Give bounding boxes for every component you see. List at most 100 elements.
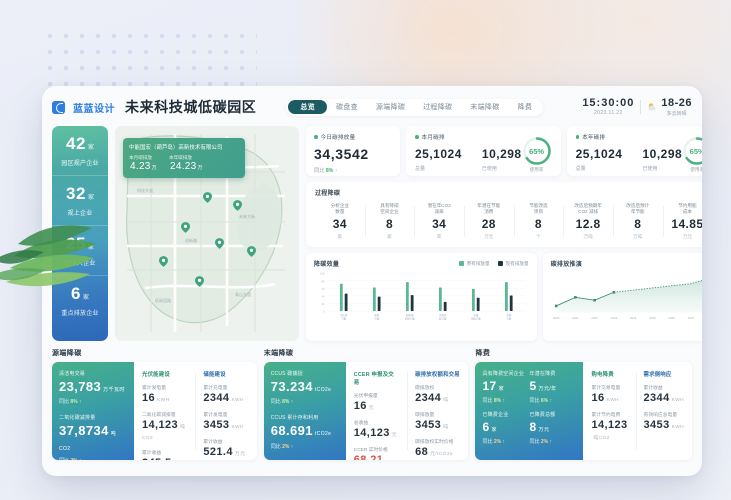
map-marker[interactable] [181, 222, 190, 233]
metric-value: 3453 KWH [643, 419, 684, 431]
svg-text:60: 60 [322, 287, 326, 291]
svg-text:系统节能: 系统节能 [405, 316, 415, 320]
process-metric-item: 潜在年CO2 减排 34 家 [414, 203, 464, 240]
hero-compare-value: 2% [282, 443, 290, 450]
hero-value: 68.691 tCO2e [270, 423, 332, 439]
tooltip-month-value: 4.23 [130, 161, 151, 172]
metric-unit: KWH [606, 398, 619, 403]
stat-unit: 家 [82, 295, 89, 301]
section-reduction: 源端降碳 清洁电交易 23,783 万千瓦时 同比 8% ↑ 二氧化碳减排量 37,8734… [52, 348, 257, 460]
park-map[interactable]: 科技大道 创新路 未来大街 低碳园路 青山大道 中能国宏（葫芦岛）高新技术有限公… [115, 126, 299, 341]
metric-value: 2344 吨 [415, 392, 449, 404]
trend-chart-canvas: 202020212022202320242025202620272028 [553, 279, 702, 320]
metric-label: 累计发电量 [142, 386, 166, 391]
metric-label: 光伏申报量 [353, 394, 378, 399]
bar-chart-canvas: 020406080100空压机节能电机节能配电电系统节能水泵系统节能空调系统节能… [320, 272, 526, 320]
metric-label: 总收益 [353, 421, 369, 426]
legend-swatch [497, 261, 503, 266]
usage-rate-ring: 65% 使用率 [682, 136, 702, 172]
kpi-card-year: 本年碳排 25,1024 总量 10,298 已使用 [566, 126, 702, 176]
tab-process-reduction[interactable]: 过程降碳 [423, 104, 453, 111]
hero-value: 23,783 万千瓦时 [59, 379, 125, 394]
svg-text:电机: 电机 [374, 313, 379, 317]
process-metric-unit: 万吨 [583, 234, 593, 239]
metric-value: 16 KWH [142, 392, 170, 404]
tab-source-reduction[interactable]: 源端降碳 [375, 104, 406, 111]
metric-value: 68 元/tCO2e [415, 446, 453, 458]
tab-terminal-reduction[interactable]: 末端降碳 [470, 104, 500, 111]
hero-compare: 同比 8% ↑ [482, 398, 505, 405]
legend-label: 现有排放量 [505, 260, 529, 266]
hero-compare-value: 2% [540, 439, 549, 446]
metric-label: 碳排放权 [415, 386, 435, 391]
metric-row: 累计交易电量 16 KWH [591, 384, 627, 404]
metric-column: 购电降费 累计交易电量 16 KWH 累计节约电费 14,123吨CO2 [583, 362, 635, 460]
process-metric-value: 14.85 [671, 217, 702, 231]
svg-text:空压机: 空压机 [340, 313, 348, 317]
metric-label: CCER 实时价格 [353, 448, 388, 453]
metric-value: 16 KWH [591, 392, 619, 404]
svg-text:2027: 2027 [687, 316, 694, 320]
hero-metric: CCUS 累计存和利用 68.691 tCO2e 同比 2% ↑ [271, 414, 339, 449]
metric-row: 碳排放量 3453 吨 [415, 411, 460, 431]
map-marker[interactable] [203, 192, 212, 203]
process-metrics-row: 分析企业 数量 34 家 具有降碳 空间企业 8 家 潜在年CO2 减排 34 家 年潜在节能 消费 28 万… [315, 203, 702, 240]
svg-text:创新路: 创新路 [185, 237, 197, 243]
svg-text:配电电: 配电电 [406, 313, 414, 317]
process-metric-value: 28 [481, 217, 496, 231]
metric-label: 碳排放量 [415, 413, 435, 418]
map-marker[interactable] [159, 256, 168, 267]
section-title: 降费 [475, 350, 491, 357]
metric-row: 累计收益 521.4 万元 [203, 438, 248, 458]
metric-unit: KWH [157, 398, 170, 403]
hero-unit: 万元/年 [538, 386, 557, 392]
svg-text:科技大道: 科技大道 [137, 187, 153, 193]
status-dot-icon [415, 135, 419, 139]
stat-value: 25 [66, 234, 86, 253]
kpi-card-today: 今日碳排放量 34,3542 同比 8% ↑ [306, 126, 400, 176]
hero-compare: 同比 2% ↑ [59, 457, 127, 460]
bottom-sections: 源端降碳 清洁电交易 23,783 万千瓦时 同比 8% ↑ 二氧化碳减排量 37,8734… [52, 348, 692, 460]
svg-text:2023: 2023 [610, 316, 617, 320]
stat-label: 规上企业 [67, 211, 93, 217]
svg-text:2026: 2026 [668, 316, 675, 320]
tab-overview[interactable]: 总览 [288, 100, 328, 114]
map-marker[interactable] [247, 246, 256, 257]
temperature-value: 18-26 [661, 96, 692, 109]
hero-compare-value: 2% [493, 439, 502, 446]
tab-carbon-inventory[interactable]: 碳盘查 [336, 104, 358, 111]
hero-value: 37,8734 吨CO2 [59, 423, 117, 452]
status-dot-icon [575, 135, 580, 139]
process-metric-item: 节能改造 项目 8 个 [513, 203, 564, 240]
process-metric-value: 8 [534, 217, 542, 231]
metric-unit: KWH [231, 425, 244, 430]
hero-compare-value: 8% [70, 399, 78, 406]
svg-text:水泵系: 水泵系 [439, 313, 447, 317]
hero-label: 已降费总额 [529, 412, 556, 419]
process-metric-unit: 万元 [682, 234, 693, 239]
clock-time: 15:30:00 [582, 97, 635, 109]
map-marker[interactable] [233, 200, 242, 211]
tooltip-month-label: 本月碳排放 [129, 155, 152, 160]
panel-title: 过程降碳 [315, 191, 341, 197]
hero-compare: 同比 6% ↑ [529, 398, 552, 405]
hero-metric: 年潜在降费 5 万元/年 同比 6% ↑ [529, 370, 576, 404]
process-metric-value: 8 [385, 217, 394, 231]
metric-unit: 吨CO2 [593, 436, 610, 441]
tab-cost-reduction[interactable]: 降费 [517, 104, 533, 111]
map-marker[interactable] [195, 276, 204, 287]
hero-value: 73.234 tCO2e [270, 379, 332, 394]
hero-unit: 万元 [538, 427, 550, 434]
stat-label: 重点排放企业 [61, 311, 99, 317]
metric-value: 2344 KWH [643, 392, 684, 404]
usage-rate-label: 使用率 [690, 167, 702, 172]
hero-label: 具有降费空间企业 [482, 371, 525, 377]
metric-value: 3453 吨 [415, 419, 449, 431]
svg-text:节能: 节能 [506, 316, 511, 320]
metric-label: 累计节约电费 [591, 413, 621, 418]
stat-label: 已填入企业 [64, 261, 96, 267]
map-marker[interactable] [215, 238, 224, 249]
